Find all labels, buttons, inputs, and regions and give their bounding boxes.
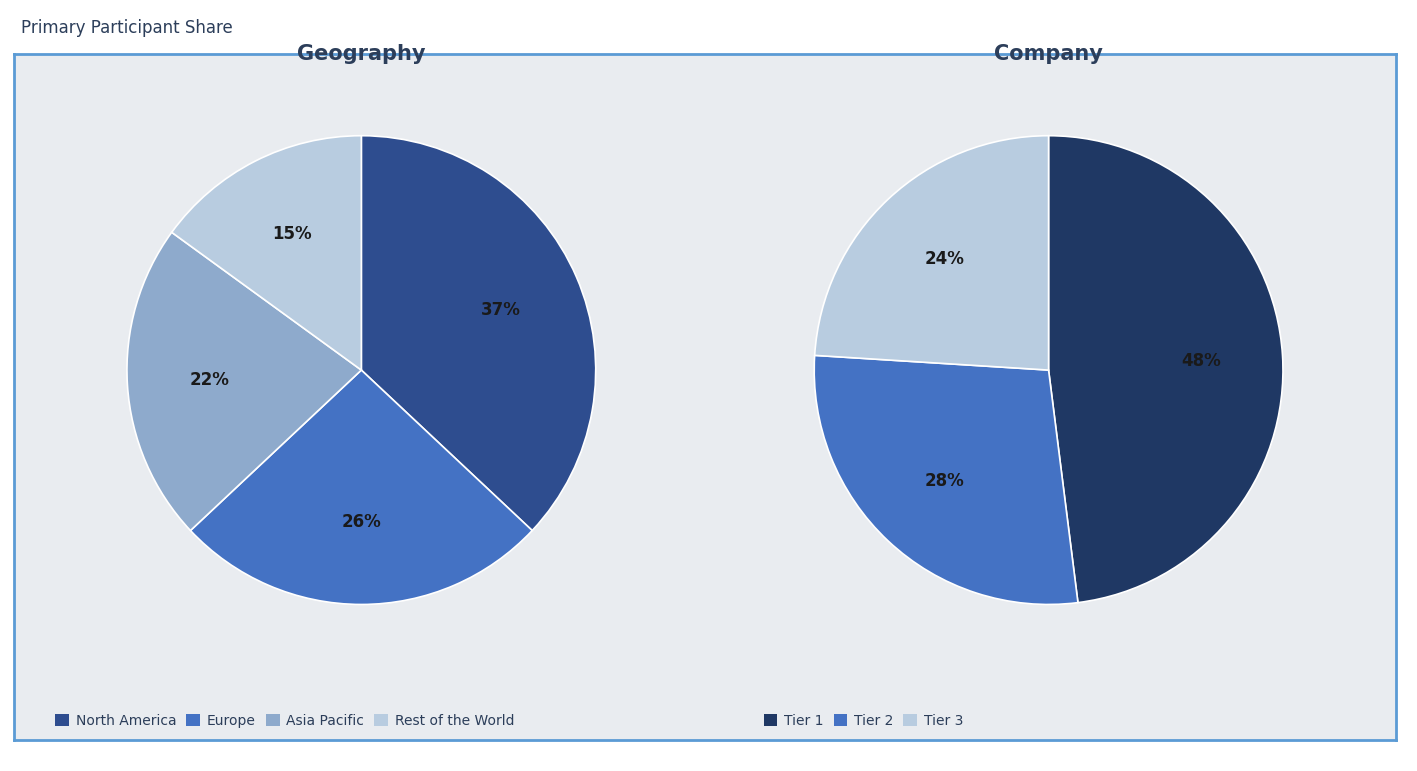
Wedge shape bbox=[361, 136, 595, 530]
Text: 28%: 28% bbox=[924, 472, 964, 490]
Wedge shape bbox=[815, 136, 1049, 370]
Legend: Tier 1, Tier 2, Tier 3: Tier 1, Tier 2, Tier 3 bbox=[758, 708, 969, 733]
Text: 24%: 24% bbox=[924, 250, 964, 268]
Text: 37%: 37% bbox=[482, 301, 521, 318]
Text: Primary Participant Share: Primary Participant Share bbox=[21, 19, 232, 37]
Legend: North America, Europe, Asia Pacific, Rest of the World: North America, Europe, Asia Pacific, Res… bbox=[50, 708, 520, 733]
Text: 22%: 22% bbox=[190, 371, 230, 389]
Text: 48%: 48% bbox=[1180, 352, 1220, 369]
Wedge shape bbox=[815, 355, 1078, 604]
Wedge shape bbox=[190, 370, 533, 604]
Wedge shape bbox=[1049, 136, 1282, 603]
Wedge shape bbox=[128, 232, 361, 530]
Text: 26%: 26% bbox=[341, 513, 381, 531]
Title: Geography: Geography bbox=[298, 45, 425, 65]
Wedge shape bbox=[171, 136, 361, 370]
Text: 15%: 15% bbox=[272, 225, 312, 244]
Title: Company: Company bbox=[995, 45, 1102, 65]
